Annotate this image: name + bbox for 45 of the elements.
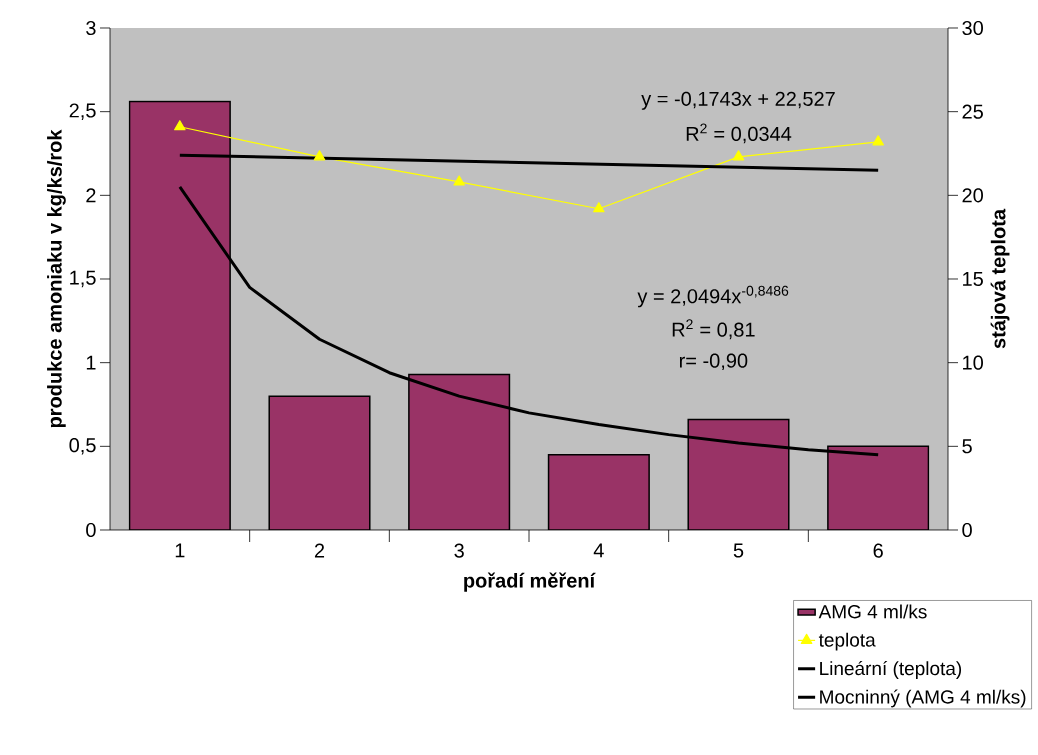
y2-tick-label: 30	[962, 20, 983, 36]
x-tick-label: 6	[873, 543, 883, 558]
point	[732, 150, 745, 161]
annotation: y = 2,0494x$^{-0,8486}$	[637, 285, 789, 308]
legend-label: Mocninný (AMG 4 ml/ks)	[820, 689, 1026, 708]
y-axis-title: produkce amoniaku v kg/ks/rok	[47, 129, 66, 428]
y2-tick-label: 20	[962, 188, 983, 203]
bar	[827, 445, 930, 530]
y-tick-label: 2	[86, 188, 96, 203]
bar	[687, 418, 790, 530]
annotation: y = -0,1743x + 22,527	[641, 91, 835, 110]
y2-tick-label: 0	[962, 522, 972, 538]
y-tick-label: 1	[86, 355, 96, 370]
legend-label: Lineární (teplota)	[820, 661, 962, 679]
y-tick-label: 0	[86, 522, 96, 538]
point	[872, 135, 884, 146]
y-tick-label: 3	[86, 20, 96, 36]
y2-axis-title: stájová teplota	[990, 208, 1010, 349]
x-tick-label: 3	[454, 543, 464, 558]
y2-tick-label: 5	[962, 439, 972, 454]
legend-label: teplota	[818, 632, 876, 651]
y2-tick-label: 15	[963, 272, 983, 286]
x-tick-label: 2	[314, 543, 325, 558]
bar	[268, 395, 371, 530]
y2-tick-label: 10	[963, 355, 983, 370]
x-tick-label: 1	[175, 543, 185, 558]
y-tick-label: 1,5	[70, 270, 96, 288]
annotation: R$^{2}$ = 0,0344	[686, 123, 792, 144]
bar	[547, 453, 650, 530]
annotation: r= -0,90	[679, 353, 748, 371]
bar	[408, 373, 511, 530]
y-tick-label: 2,5	[69, 103, 96, 120]
point	[174, 120, 186, 131]
x-tick-label: 4	[593, 543, 604, 558]
point	[453, 175, 465, 186]
legend-label: AMG 4 ml/ks	[818, 604, 927, 619]
y2-tick-label: 25	[962, 104, 983, 119]
annotation: R$^{2}$ = 0,81	[672, 319, 755, 340]
line-series	[178, 185, 880, 457]
y-tick-label: 0,5	[69, 438, 96, 455]
point	[313, 150, 326, 161]
x-tick-label: 5	[733, 543, 744, 558]
bar	[128, 100, 231, 530]
x-axis-title: pořadí měření	[464, 572, 596, 592]
point	[593, 202, 605, 213]
